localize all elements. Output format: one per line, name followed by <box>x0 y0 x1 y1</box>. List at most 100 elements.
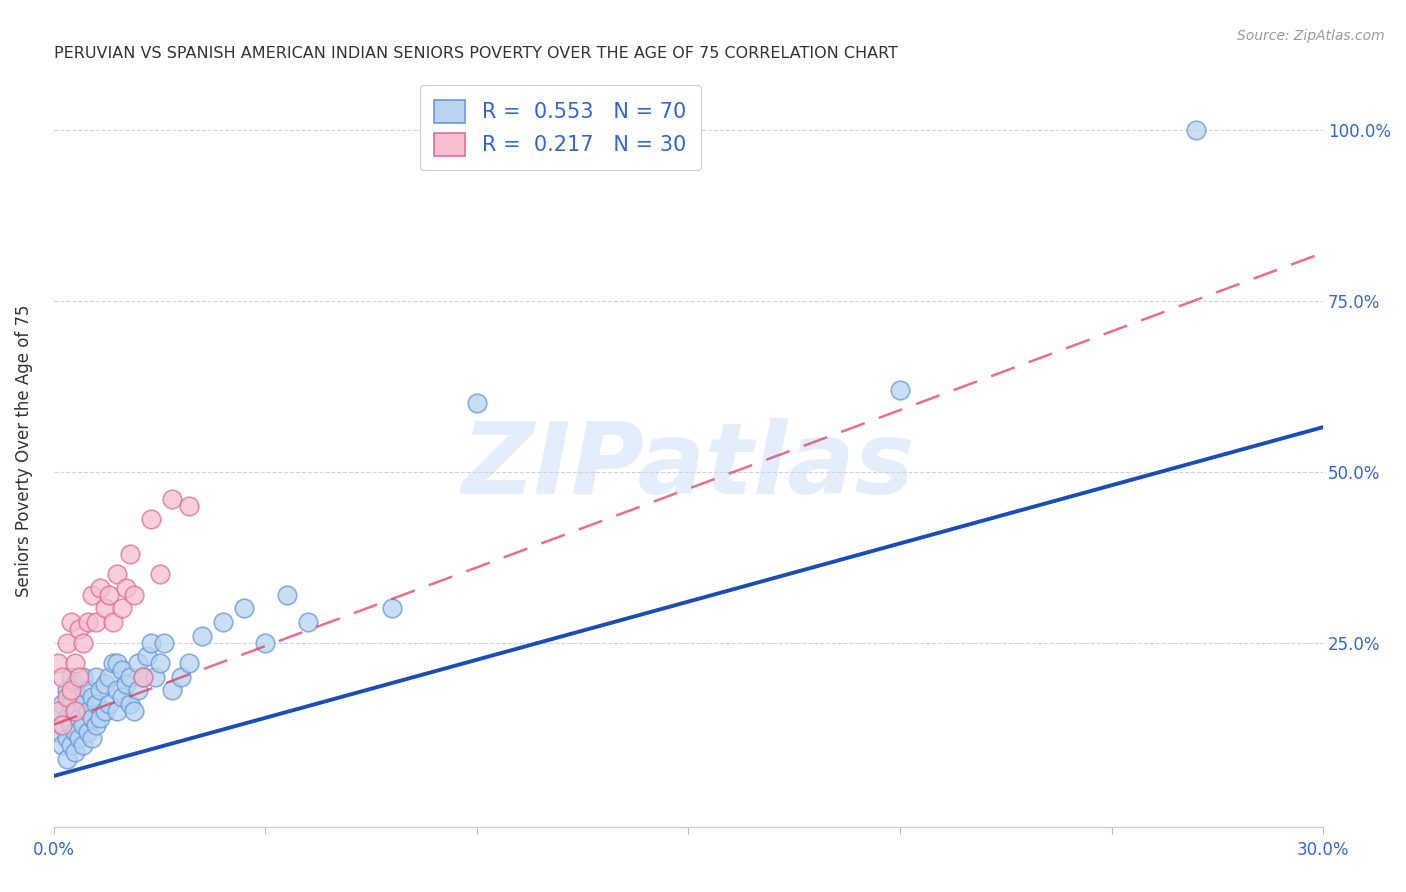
Point <box>72 738 94 752</box>
Point <box>101 656 124 670</box>
Point <box>179 656 201 670</box>
Point <box>46 656 69 670</box>
Point <box>93 676 115 690</box>
Y-axis label: Seniors Poverty Over the Age of 75: Seniors Poverty Over the Age of 75 <box>15 305 32 598</box>
Text: Source: ZipAtlas.com: Source: ZipAtlas.com <box>1237 29 1385 44</box>
Point <box>84 670 107 684</box>
Point <box>297 615 319 629</box>
Point <box>55 752 77 766</box>
Point <box>162 491 184 506</box>
Point <box>97 670 120 684</box>
Point <box>162 683 184 698</box>
Point <box>76 704 98 718</box>
Point <box>105 567 128 582</box>
Point <box>153 635 176 649</box>
Point <box>381 601 404 615</box>
Point <box>1185 122 1208 136</box>
Point <box>127 683 149 698</box>
Point <box>72 635 94 649</box>
Point <box>55 711 77 725</box>
Point <box>76 683 98 698</box>
Point <box>135 649 157 664</box>
Point <box>97 588 120 602</box>
Point <box>114 676 136 690</box>
Point <box>80 588 103 602</box>
Point <box>141 512 163 526</box>
Point <box>80 690 103 705</box>
Point <box>118 547 141 561</box>
Point <box>63 724 86 739</box>
Point <box>149 567 172 582</box>
Point <box>118 670 141 684</box>
Point <box>212 615 235 629</box>
Point <box>127 656 149 670</box>
Point <box>89 581 111 595</box>
Point <box>122 704 145 718</box>
Point <box>93 601 115 615</box>
Point <box>149 656 172 670</box>
Point <box>114 581 136 595</box>
Point <box>67 690 90 705</box>
Point <box>46 724 69 739</box>
Point <box>105 683 128 698</box>
Point <box>46 704 69 718</box>
Point <box>51 697 73 711</box>
Point <box>191 629 214 643</box>
Point <box>84 697 107 711</box>
Point <box>233 601 256 615</box>
Point <box>118 697 141 711</box>
Point <box>276 588 298 602</box>
Point <box>84 615 107 629</box>
Point <box>141 635 163 649</box>
Point <box>46 704 69 718</box>
Point <box>63 676 86 690</box>
Point <box>105 704 128 718</box>
Point <box>55 683 77 698</box>
Point <box>145 670 167 684</box>
Point <box>59 683 82 698</box>
Point <box>110 663 132 677</box>
Point <box>63 745 86 759</box>
Point <box>89 683 111 698</box>
Point <box>59 697 82 711</box>
Point <box>59 738 82 752</box>
Point <box>72 697 94 711</box>
Point <box>84 717 107 731</box>
Point <box>170 670 193 684</box>
Point <box>72 717 94 731</box>
Point <box>179 499 201 513</box>
Point <box>51 717 73 731</box>
Point <box>131 670 153 684</box>
Point <box>51 670 73 684</box>
Point <box>51 717 73 731</box>
Text: ZIPatlas: ZIPatlas <box>463 417 915 515</box>
Point <box>67 731 90 746</box>
Point <box>80 731 103 746</box>
Point <box>93 704 115 718</box>
Point <box>76 615 98 629</box>
Point <box>101 615 124 629</box>
Point <box>72 670 94 684</box>
Point <box>105 656 128 670</box>
Point <box>889 383 911 397</box>
Point <box>55 635 77 649</box>
Text: PERUVIAN VS SPANISH AMERICAN INDIAN SENIORS POVERTY OVER THE AGE OF 75 CORRELATI: PERUVIAN VS SPANISH AMERICAN INDIAN SENI… <box>53 46 898 62</box>
Point <box>59 717 82 731</box>
Point <box>131 670 153 684</box>
Point <box>59 670 82 684</box>
Point <box>76 724 98 739</box>
Point <box>89 711 111 725</box>
Point <box>465 396 488 410</box>
Point <box>59 615 82 629</box>
Point <box>122 588 145 602</box>
Point <box>97 697 120 711</box>
Point <box>55 690 77 705</box>
Point <box>51 738 73 752</box>
Point <box>55 731 77 746</box>
Point <box>67 670 90 684</box>
Legend: R =  0.553   N = 70, R =  0.217   N = 30: R = 0.553 N = 70, R = 0.217 N = 30 <box>419 86 702 170</box>
Point <box>254 635 277 649</box>
Point <box>110 601 132 615</box>
Point <box>80 711 103 725</box>
Point <box>63 704 86 718</box>
